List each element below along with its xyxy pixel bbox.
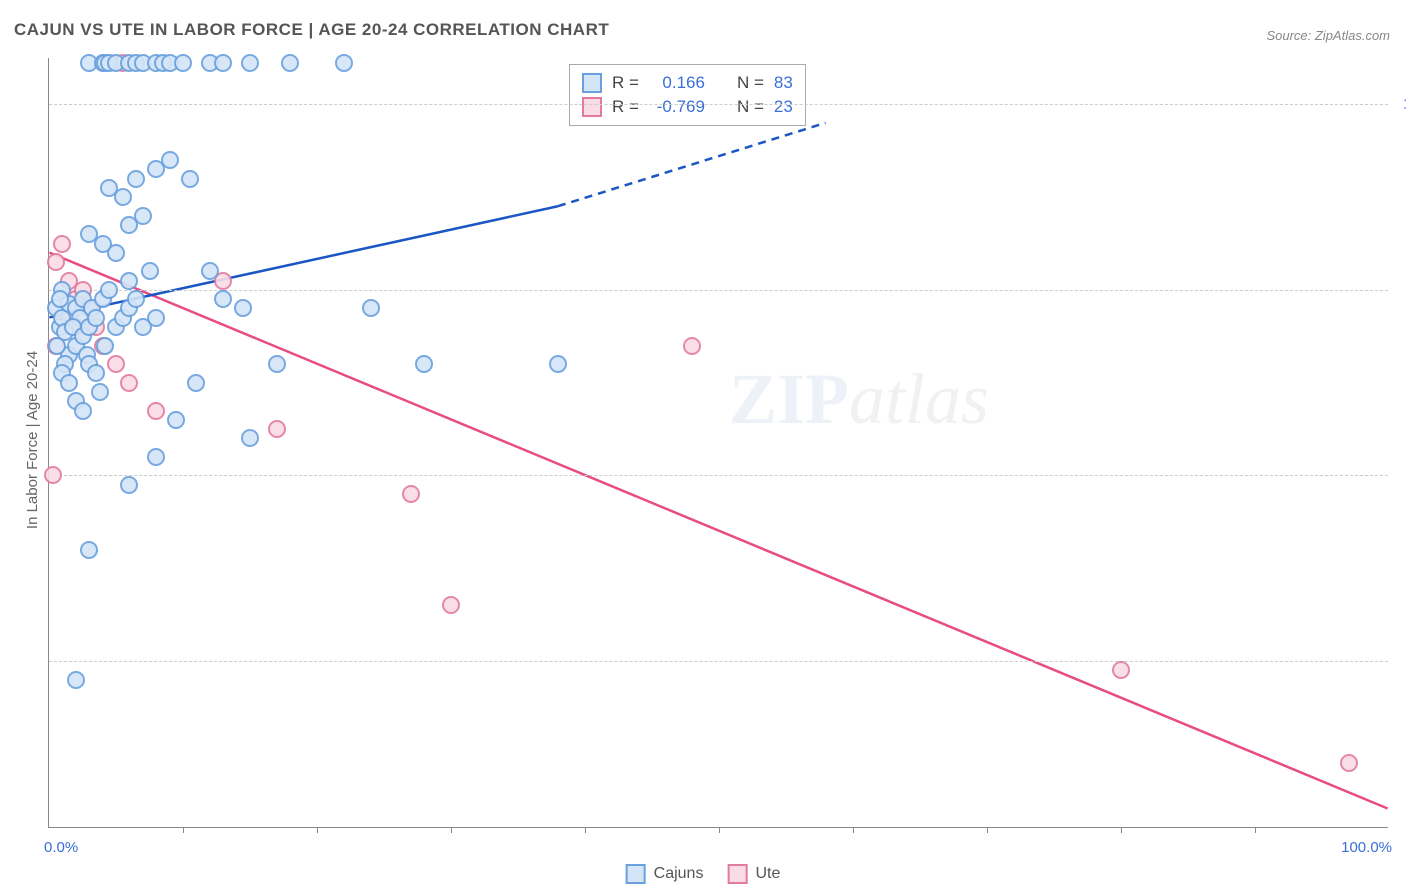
chart-title: CAJUN VS UTE IN LABOR FORCE | AGE 20-24 … — [14, 20, 609, 40]
ute-point — [44, 466, 62, 484]
cajuns-point — [127, 170, 145, 188]
correlation-legend: R = 0.166 N = 83 R = -0.769 N = 23 — [569, 64, 806, 126]
ute-point — [1112, 661, 1130, 679]
ute-point — [268, 420, 286, 438]
cajuns-point — [80, 541, 98, 559]
cajuns-point — [100, 179, 118, 197]
bottom-swatch-ute — [727, 864, 747, 884]
legend-row-ute: R = -0.769 N = 23 — [582, 95, 793, 119]
cajuns-point — [60, 374, 78, 392]
gridline — [49, 104, 1388, 105]
ute-point — [442, 596, 460, 614]
cajuns-point — [161, 151, 179, 169]
cajuns-point — [201, 262, 219, 280]
cajuns-point — [268, 355, 286, 373]
cajuns-point — [214, 54, 232, 72]
bottom-swatch-cajuns — [626, 864, 646, 884]
cajuns-point — [48, 337, 66, 355]
cajuns-r-value: 0.166 — [649, 73, 705, 93]
gridline — [49, 661, 1388, 662]
cajuns-point — [167, 411, 185, 429]
cajuns-point — [187, 374, 205, 392]
cajuns-point — [181, 170, 199, 188]
legend-row-cajuns: R = 0.166 N = 83 — [582, 71, 793, 95]
legend-swatch-ute — [582, 97, 602, 117]
cajuns-point — [241, 54, 259, 72]
ute-point — [107, 355, 125, 373]
ute-point — [1340, 754, 1358, 772]
source-attribution: Source: ZipAtlas.com — [1266, 28, 1390, 43]
cajuns-point — [549, 355, 567, 373]
cajuns-point — [74, 402, 92, 420]
cajuns-point — [174, 54, 192, 72]
cajuns-point — [281, 54, 299, 72]
cajuns-point — [147, 448, 165, 466]
cajuns-point — [241, 429, 259, 447]
legend-item-cajuns: Cajuns — [626, 864, 704, 884]
cajuns-point — [80, 225, 98, 243]
cajuns-point — [87, 364, 105, 382]
cajuns-point — [335, 54, 353, 72]
ute-point — [147, 402, 165, 420]
series-legend: Cajuns Ute — [626, 864, 781, 884]
x-max-label: 100.0% — [1341, 839, 1392, 856]
legend-item-ute: Ute — [727, 864, 780, 884]
cajuns-point — [87, 309, 105, 327]
cajuns-point — [96, 337, 114, 355]
cajuns-point — [415, 355, 433, 373]
ute-n-value: 23 — [774, 97, 793, 117]
x-tick-mark — [1121, 827, 1122, 833]
x-tick-mark — [451, 827, 452, 833]
x-tick-mark — [317, 827, 318, 833]
plot-area: ZIPatlas R = 0.166 N = 83 R = -0.769 N =… — [48, 58, 1388, 828]
x-tick-mark — [987, 827, 988, 833]
cajuns-n-value: 83 — [774, 73, 793, 93]
gridline — [49, 290, 1388, 291]
x-tick-mark — [719, 827, 720, 833]
ute-point — [402, 485, 420, 503]
x-min-label: 0.0% — [44, 839, 78, 856]
cajuns-point — [214, 290, 232, 308]
cajuns-point — [120, 476, 138, 494]
x-tick-mark — [183, 827, 184, 833]
watermark: ZIPatlas — [729, 358, 989, 441]
cajuns-point — [141, 262, 159, 280]
cajuns-point — [67, 671, 85, 689]
cajuns-point — [362, 299, 380, 317]
cajuns-point — [91, 383, 109, 401]
x-tick-mark — [585, 827, 586, 833]
cajuns-point — [100, 281, 118, 299]
cajuns-point — [134, 207, 152, 225]
cajuns-point — [147, 309, 165, 327]
ute-point — [53, 235, 71, 253]
gridline — [49, 475, 1388, 476]
cajuns-point — [120, 272, 138, 290]
ute-point — [683, 337, 701, 355]
ute-point — [120, 374, 138, 392]
legend-swatch-cajuns — [582, 73, 602, 93]
y-axis-label: In Labor Force | Age 20-24 — [24, 351, 41, 529]
cajuns-point — [234, 299, 252, 317]
ute-point — [47, 253, 65, 271]
x-tick-mark — [853, 827, 854, 833]
x-tick-mark — [1255, 827, 1256, 833]
ute-r-value: -0.769 — [649, 97, 705, 117]
chart-container: CAJUN VS UTE IN LABOR FORCE | AGE 20-24 … — [0, 0, 1406, 892]
cajuns-point — [127, 290, 145, 308]
